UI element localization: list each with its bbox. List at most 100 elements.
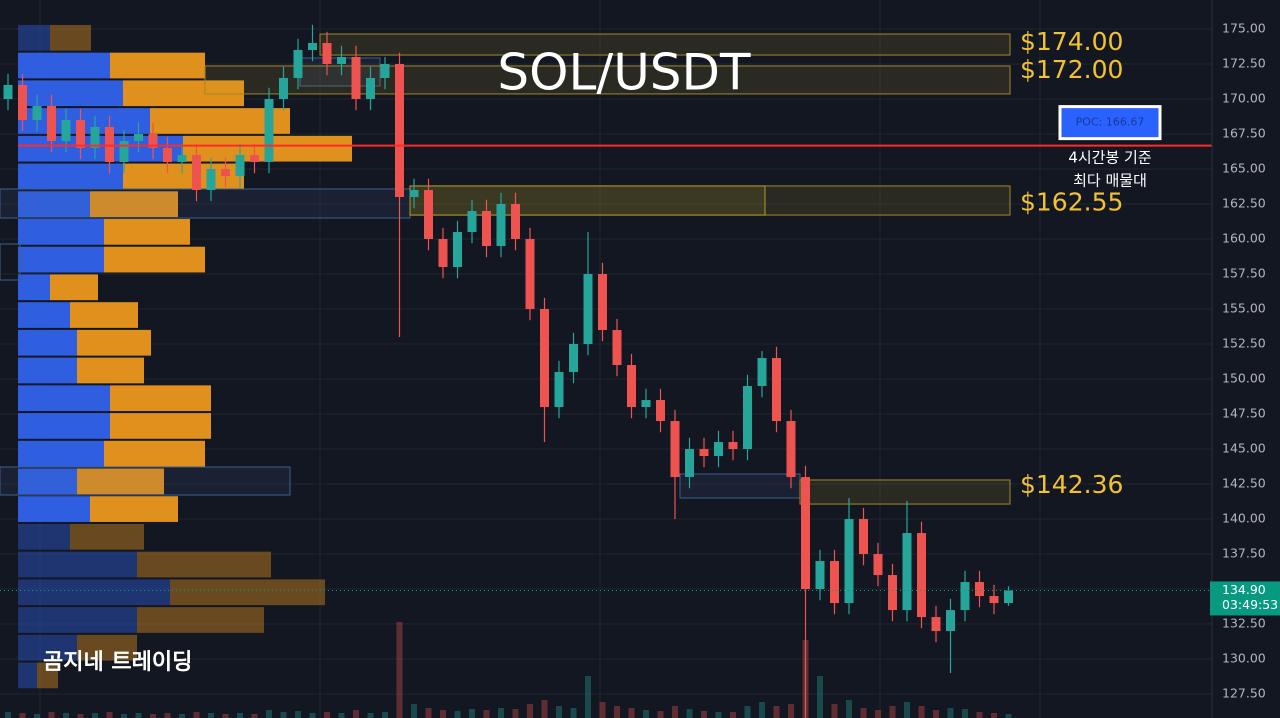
profile-buy-bar	[18, 163, 123, 190]
range-box	[0, 466, 291, 496]
profile-buy-bar	[18, 246, 104, 273]
candle-body	[482, 211, 491, 247]
candle-body	[917, 533, 926, 618]
candle-body	[134, 133, 143, 141]
profile-sell-bar	[104, 219, 190, 245]
chart-title: SOL/USDT	[497, 44, 751, 102]
volume-bar	[788, 704, 794, 718]
profile-buy-bar	[18, 385, 110, 412]
y-tick-label: 145.00	[1222, 441, 1266, 456]
candle-body	[351, 56, 361, 99]
overlay: POC: 166.67	[0, 105, 1212, 591]
y-tick-label: 130.00	[1222, 651, 1266, 666]
profile-sell-bar	[77, 634, 137, 661]
profile-sell-bar	[123, 80, 244, 107]
candle-body	[235, 154, 245, 176]
candle-body	[221, 168, 230, 176]
volume-bar	[425, 708, 432, 718]
candle-body	[467, 211, 477, 233]
price-tag	[1210, 581, 1280, 616]
volume-bar	[179, 714, 185, 718]
volume-bar	[947, 708, 954, 718]
volume-bar	[338, 713, 345, 718]
candle-body	[830, 561, 839, 604]
y-tick-label: 150.00	[1222, 371, 1266, 386]
candle-body	[714, 442, 723, 457]
candle-body	[743, 386, 752, 450]
price-axis: 127.50130.00132.50135.00137.50140.00142.…	[1210, 20, 1280, 701]
profile-buy-bar	[18, 607, 137, 633]
candle-body	[206, 168, 216, 191]
profile-buy-bar	[18, 191, 90, 218]
profile-sell-bar	[77, 329, 151, 356]
volume-bar	[5, 712, 11, 718]
volume-bar	[367, 713, 374, 718]
volume-bar	[918, 706, 925, 718]
candle-body	[308, 42, 317, 50]
volume-bar	[251, 714, 258, 718]
y-tick-label: 175.00	[1222, 20, 1266, 35]
volume-bar	[121, 714, 127, 718]
y-tick-label: 152.50	[1222, 336, 1266, 351]
candle-body	[496, 204, 506, 247]
candle-body	[1004, 590, 1013, 604]
profile-sell-bar	[110, 52, 205, 79]
candle-body	[76, 119, 85, 148]
y-tick-label: 142.50	[1222, 476, 1266, 491]
volume-bar	[962, 709, 968, 718]
profile-buy-bar	[18, 440, 104, 467]
range-box	[0, 243, 21, 281]
volume-bar	[585, 676, 591, 718]
profile-buy-bar	[18, 52, 110, 79]
volume-bar	[440, 710, 446, 718]
volume-bar	[19, 713, 26, 718]
annotation: 4시간봉 기준	[1068, 149, 1152, 167]
profile-sell-bar	[137, 607, 264, 633]
volume-bar	[875, 710, 881, 718]
volume-bar	[454, 711, 461, 718]
volume-bar	[672, 706, 678, 718]
candle-body	[873, 554, 883, 576]
zone-box	[319, 33, 1011, 56]
volume-bar	[773, 706, 780, 718]
candle-body	[859, 519, 868, 555]
candle-body	[540, 309, 549, 408]
profile-buy-bar	[18, 662, 37, 689]
profile-buy-bar	[18, 329, 77, 356]
range-box	[0, 188, 411, 219]
profile-buy-bar	[18, 523, 70, 550]
volume-bar	[237, 713, 243, 718]
profile-sell-bar	[50, 24, 91, 51]
y-tick-label: 170.00	[1222, 90, 1266, 105]
candle-body	[699, 449, 709, 457]
zones: $174.00$172.00 $162.55 $142.36	[204, 27, 1123, 505]
volume-bar	[628, 708, 635, 718]
candle-body	[3, 84, 13, 99]
profile-buy-bar	[18, 468, 77, 495]
zone-box	[799, 479, 1011, 505]
profile-sell-bar	[110, 413, 211, 439]
volume-bar	[889, 706, 896, 718]
candle-body	[902, 533, 912, 611]
candle-body	[163, 147, 172, 162]
zone-label: $172.00	[1020, 55, 1123, 84]
volume-bar	[222, 714, 229, 718]
volume-bar	[686, 709, 693, 718]
volume-bar	[991, 713, 997, 718]
zone-box	[204, 65, 1011, 95]
profile-buy-bar	[18, 219, 104, 245]
candle-body	[61, 119, 71, 141]
volume-bar	[556, 706, 562, 718]
volume-bar	[846, 700, 852, 718]
zone-label: $174.00	[1020, 27, 1123, 56]
volume-bar	[63, 713, 69, 718]
range-box	[679, 473, 801, 499]
profile-sell-bar	[37, 662, 58, 689]
volume-bar	[295, 711, 301, 718]
y-tick-label: 160.00	[1222, 231, 1266, 246]
candle-body	[801, 477, 810, 590]
volume-bar	[570, 708, 577, 718]
candle-body	[337, 56, 346, 64]
candle-body	[32, 105, 42, 120]
